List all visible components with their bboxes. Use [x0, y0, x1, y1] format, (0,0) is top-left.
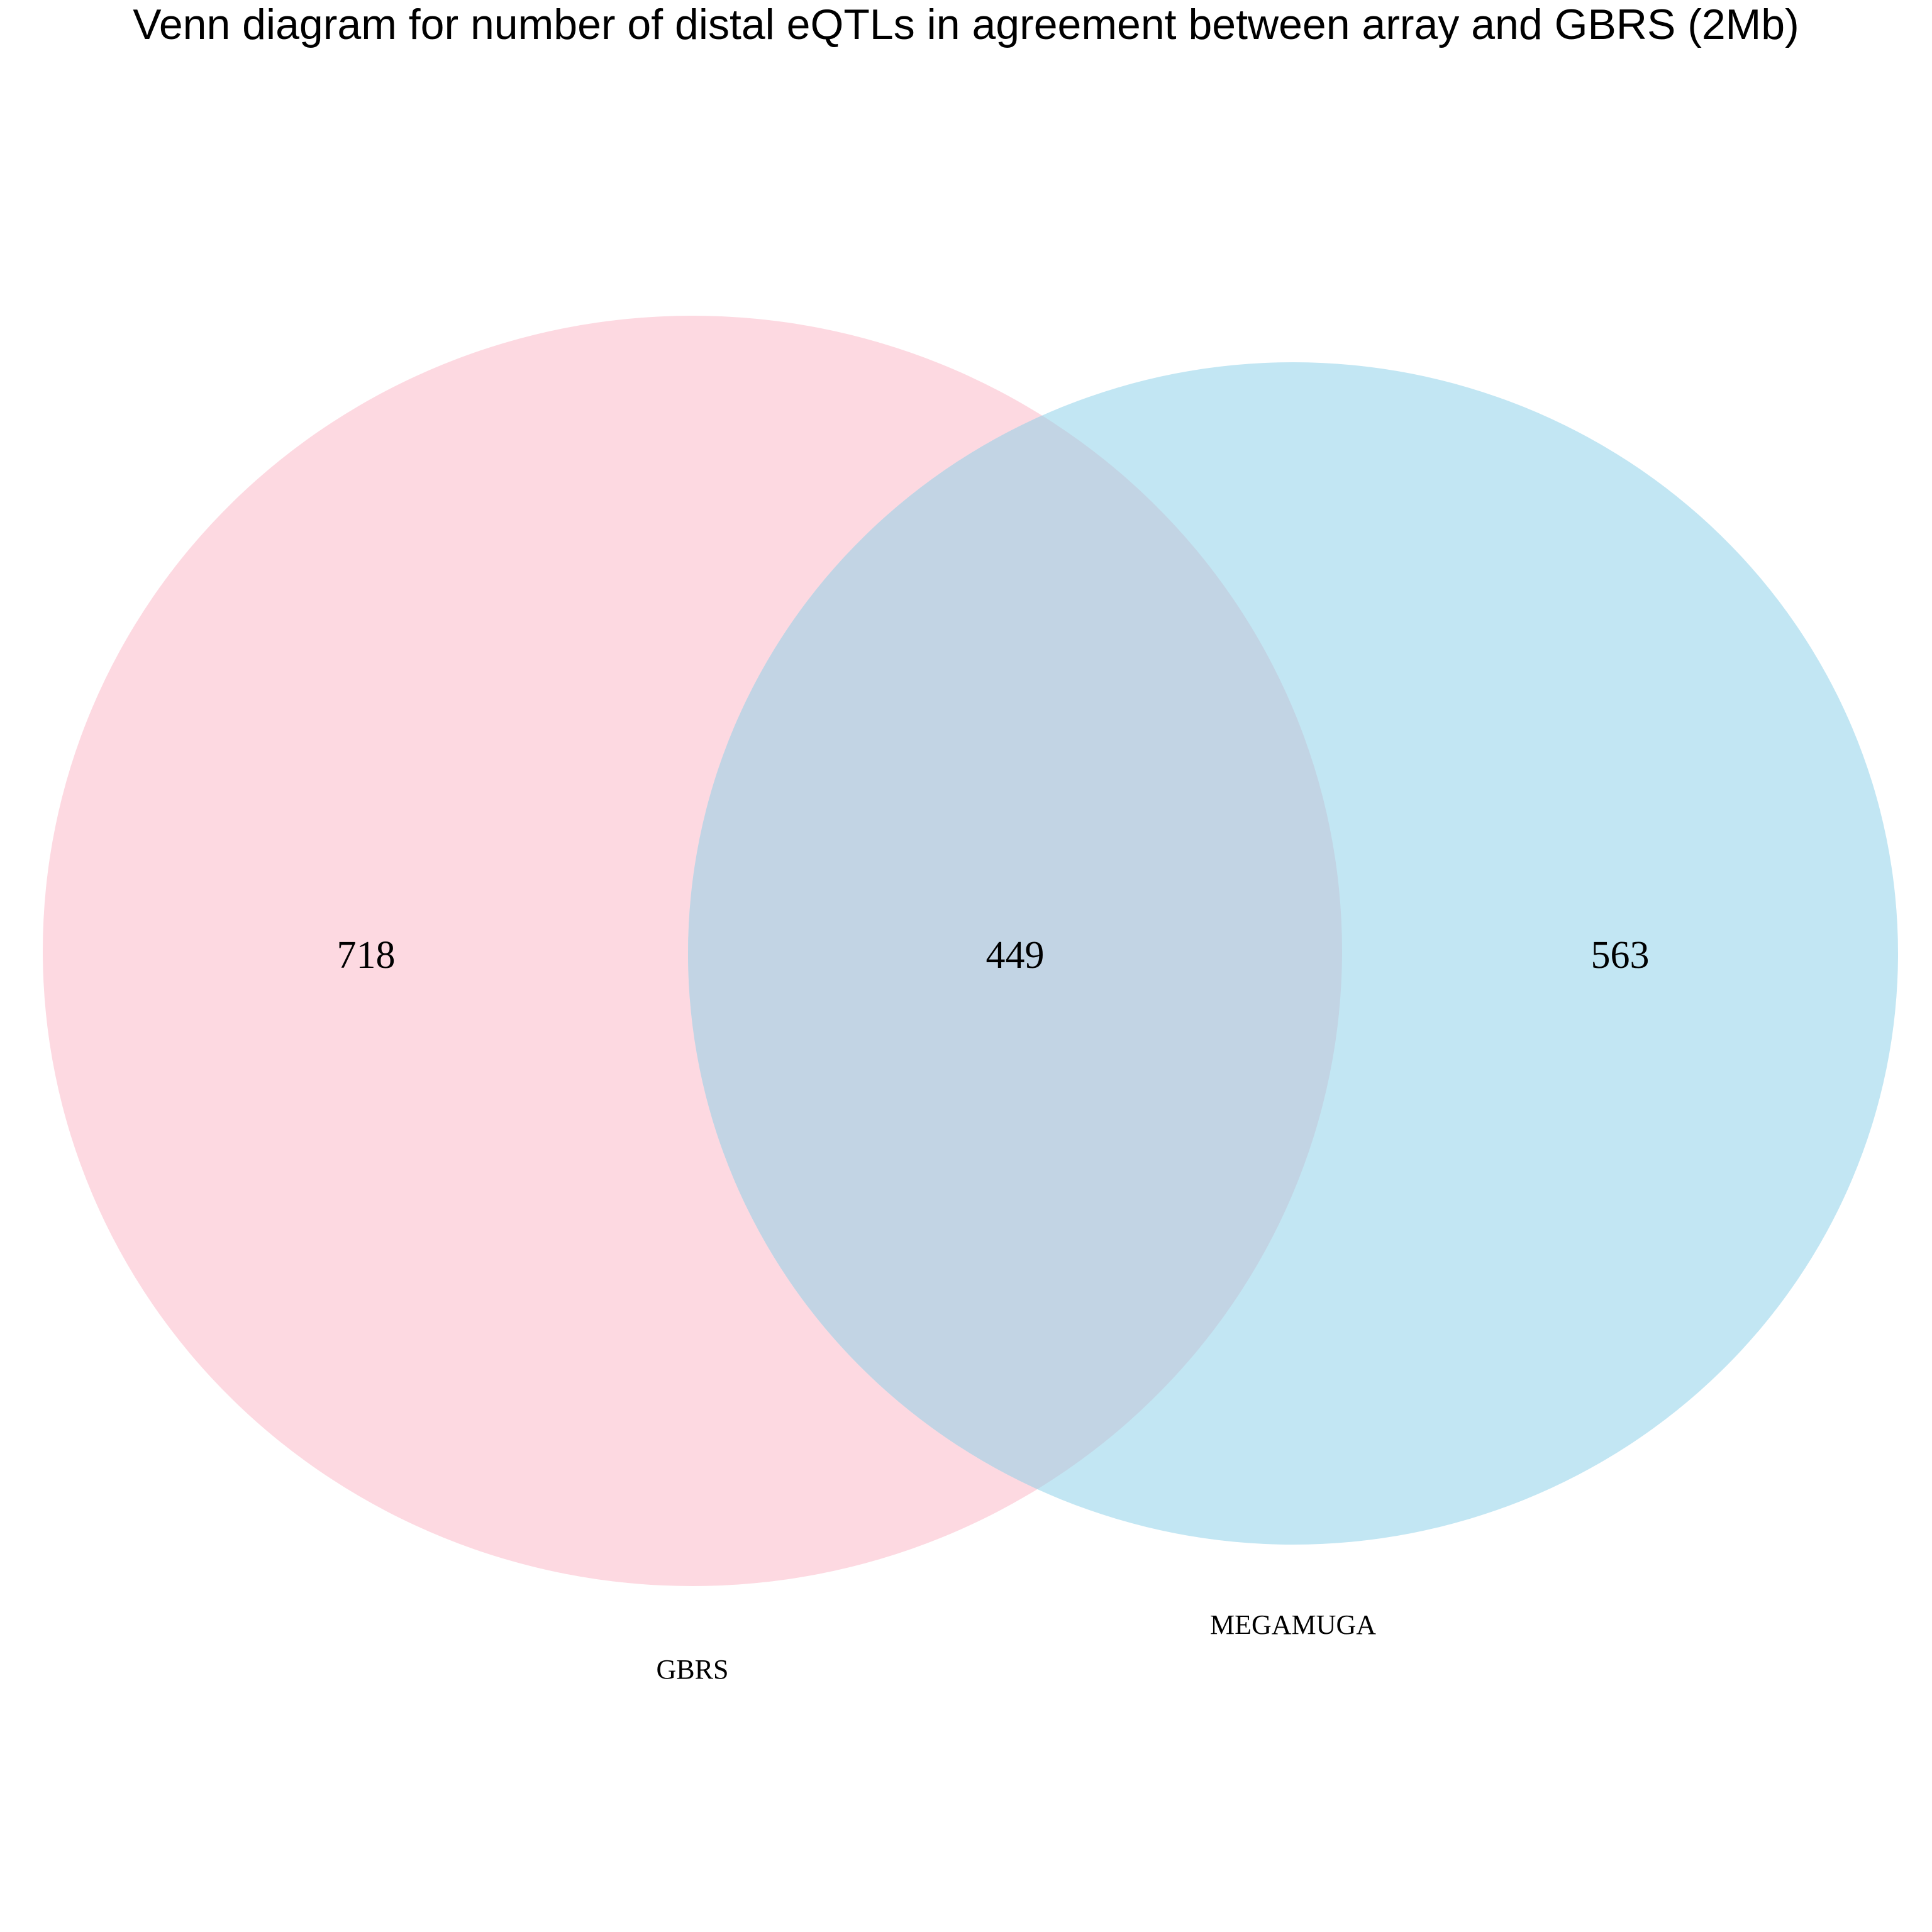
megamuga-only-count: 563: [1591, 934, 1650, 977]
intersection-count: 449: [986, 934, 1045, 977]
intersection-region: [688, 362, 1342, 1545]
gbrs-only-count: 718: [337, 934, 396, 977]
gbrs-set-label: GBRS: [657, 1654, 729, 1685]
megamuga-set-label: MEGAMUGA: [1210, 1609, 1376, 1640]
diagram-title: Venn diagram for number of distal eQTLs …: [133, 1, 1799, 48]
